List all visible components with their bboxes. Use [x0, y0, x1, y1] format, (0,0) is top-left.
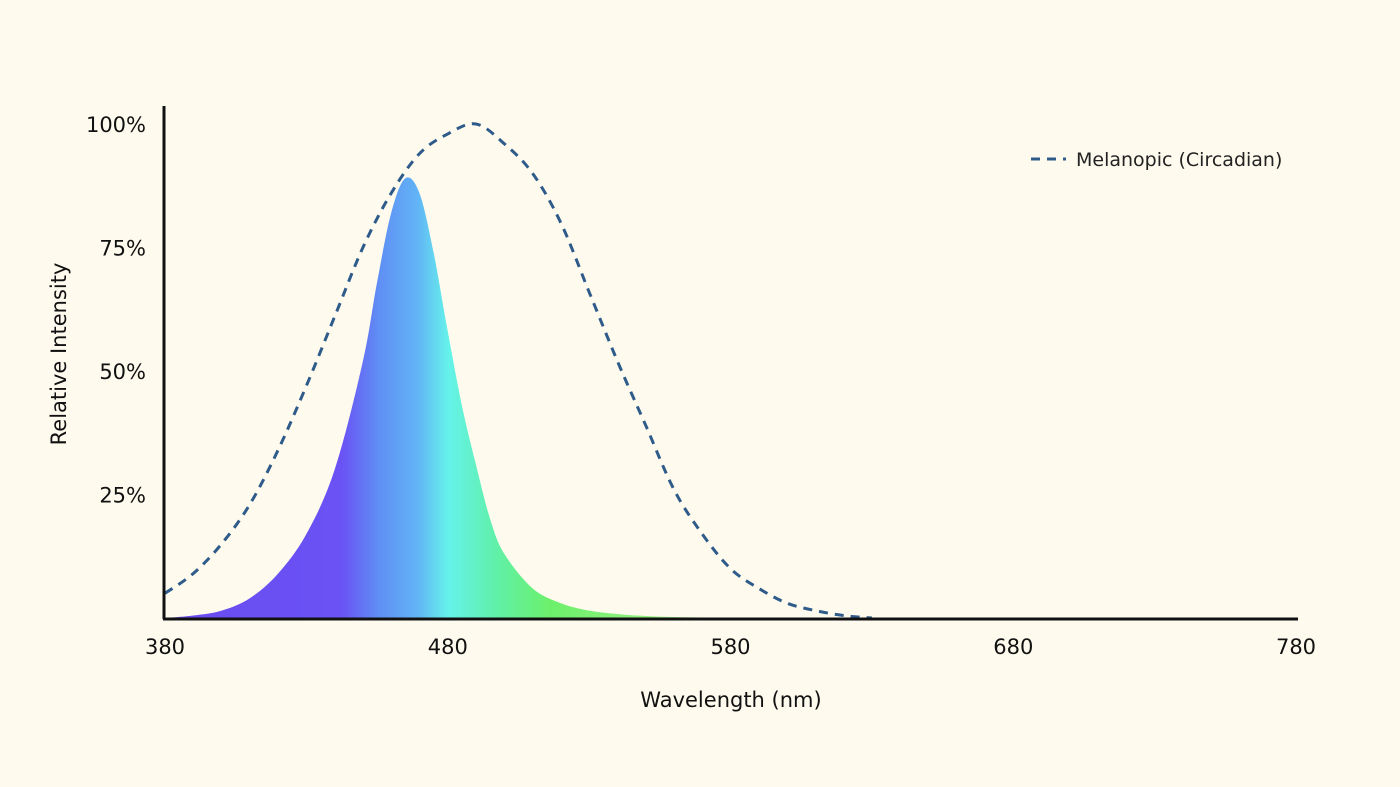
x-tick-label: 580 — [710, 635, 750, 659]
spectrum-area — [165, 177, 731, 619]
y-tick-label: 50% — [99, 360, 146, 384]
y-tick-labels: 25% 50% 75% 100% — [86, 113, 146, 508]
y-tick-label: 100% — [86, 113, 146, 137]
series-layer — [164, 122, 873, 620]
x-tick-label: 480 — [428, 635, 468, 659]
x-tick-label: 680 — [993, 635, 1033, 659]
x-tick-label: 780 — [1276, 635, 1316, 659]
legend: Melanopic (Circadian) — [1031, 149, 1282, 171]
legend-label-melanopic: Melanopic (Circadian) — [1076, 149, 1282, 171]
melanopic-dashed-line — [164, 122, 873, 620]
y-tick-label: 25% — [99, 484, 146, 508]
x-tick-labels: 380 480 580 680 780 — [145, 635, 1316, 659]
y-axis-title: Relative Intensity — [47, 263, 71, 446]
y-tick-label: 75% — [99, 237, 146, 261]
x-axis-title: Wavelength (nm) — [640, 688, 821, 712]
x-tick-label: 380 — [145, 635, 185, 659]
